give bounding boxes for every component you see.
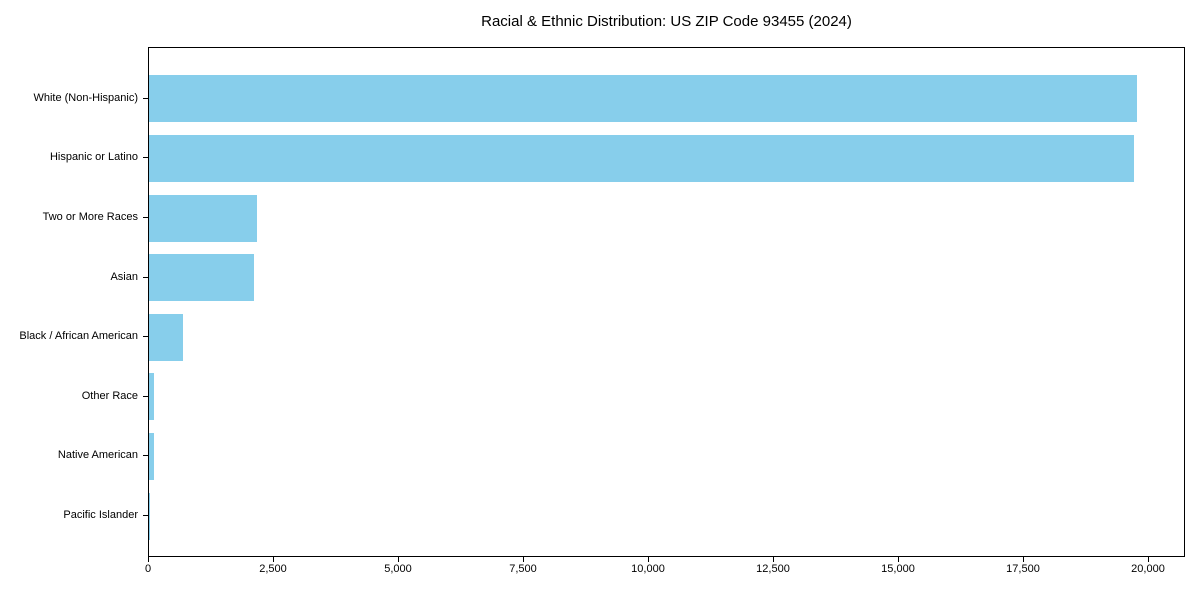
x-axis-tick: [398, 557, 399, 562]
y-axis-label: Pacific Islander: [63, 509, 138, 521]
x-axis-tick: [1023, 557, 1024, 562]
bar-hispanic-or-latino: [149, 134, 1134, 182]
x-axis-tick-label: 5,000: [384, 563, 412, 575]
plot-area: [148, 47, 1185, 557]
y-axis-label: Asian: [110, 270, 138, 283]
y-axis-tick: [143, 515, 148, 516]
x-axis-tick-label: 0: [144, 563, 152, 575]
bar-pacific-islander: [149, 492, 150, 540]
x-axis-tick-label: 7,500: [509, 563, 537, 575]
y-axis-tick: [143, 276, 148, 278]
y-axis-tick: [143, 395, 148, 397]
x-axis-tick-label: 17,500: [1006, 563, 1040, 575]
y-axis-tick: [143, 336, 148, 338]
y-axis-label: Hispanic or Latino: [49, 151, 138, 164]
y-axis-label: White (Non-Hispanic): [33, 91, 138, 104]
y-axis-label: Native American: [57, 449, 138, 462]
y-axis-tick: [143, 97, 148, 99]
y-axis-label: Two or More Races: [42, 211, 138, 223]
x-axis-tick: [273, 557, 274, 562]
bar-two-or-more-races: [149, 194, 257, 242]
bar-native-american: [149, 432, 154, 480]
x-axis-tick-label: 2,500: [259, 563, 287, 575]
bar-asian: [149, 254, 254, 302]
x-axis-tick: [523, 557, 524, 562]
x-axis-tick-label: 12,500: [756, 563, 790, 575]
x-axis-tick-label: 20,000: [1131, 563, 1165, 575]
y-axis-tick: [143, 217, 148, 218]
x-axis-tick: [773, 557, 774, 562]
x-axis-tick-label: 10,000: [631, 563, 665, 575]
x-axis-tick-label: 15,000: [881, 563, 915, 575]
chart-title: Racial & Ethnic Distribution: US ZIP Cod…: [481, 13, 852, 30]
y-axis-label: Black / African American: [19, 330, 138, 343]
bar-white-non-hispanic: [149, 75, 1137, 123]
y-axis-tick: [143, 157, 148, 159]
x-axis-tick: [1148, 557, 1149, 562]
bar-black-african-american: [149, 313, 183, 361]
y-axis-label: Other Race: [81, 389, 138, 402]
x-axis-tick: [898, 557, 899, 562]
x-axis-tick: [648, 557, 649, 562]
bar-other-race: [149, 373, 155, 421]
x-axis-tick: [148, 557, 149, 562]
y-axis-tick: [143, 455, 148, 457]
